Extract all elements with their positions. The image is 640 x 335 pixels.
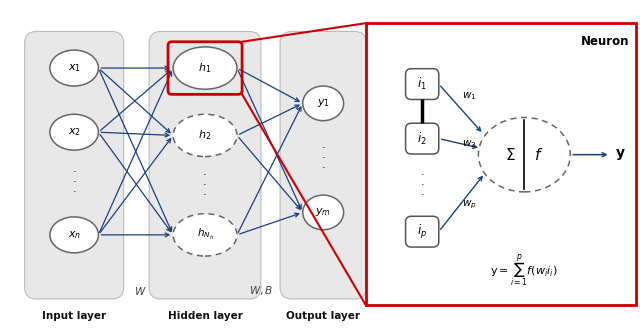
Text: $w_1$: $w_1$	[462, 90, 476, 102]
Ellipse shape	[50, 114, 99, 150]
Text: $\boldsymbol{i_1}$: $\boldsymbol{i_1}$	[417, 76, 427, 92]
FancyBboxPatch shape	[406, 216, 439, 247]
Text: ·
·
·: · · ·	[204, 171, 207, 200]
Text: $f$: $f$	[534, 147, 543, 163]
Ellipse shape	[478, 118, 570, 192]
FancyBboxPatch shape	[406, 69, 439, 99]
Text: ·
·
·: · · ·	[72, 167, 76, 197]
Text: $\boldsymbol{h_2}$: $\boldsymbol{h_2}$	[198, 129, 212, 142]
Text: ·
·
·: · · ·	[420, 170, 424, 200]
Text: $w_p$: $w_p$	[462, 199, 477, 211]
Text: $\boldsymbol{x_1}$: $\boldsymbol{x_1}$	[68, 62, 81, 74]
Text: $w_2$: $w_2$	[462, 138, 476, 150]
Text: $\boldsymbol{x_2}$: $\boldsymbol{x_2}$	[68, 126, 81, 138]
FancyBboxPatch shape	[406, 123, 439, 154]
Ellipse shape	[50, 50, 99, 86]
Text: $W$: $W$	[134, 285, 146, 297]
FancyBboxPatch shape	[280, 31, 366, 299]
Ellipse shape	[173, 47, 237, 89]
Text: Output layer: Output layer	[286, 311, 360, 321]
Text: $\boldsymbol{h_{N_h}}$: $\boldsymbol{h_{N_h}}$	[196, 227, 214, 243]
Text: $W, B$: $W, B$	[249, 284, 273, 297]
FancyBboxPatch shape	[25, 31, 124, 299]
Ellipse shape	[173, 114, 237, 156]
Text: $\boldsymbol{x_n}$: $\boldsymbol{x_n}$	[67, 229, 81, 241]
Text: $\boldsymbol{h_1}$: $\boldsymbol{h_1}$	[198, 61, 212, 75]
Text: $\boldsymbol{y_m}$: $\boldsymbol{y_m}$	[316, 206, 331, 218]
Text: Hidden layer: Hidden layer	[168, 311, 243, 321]
Ellipse shape	[173, 214, 237, 256]
Text: $\boldsymbol{i_p}$: $\boldsymbol{i_p}$	[417, 223, 428, 241]
Ellipse shape	[303, 195, 344, 230]
Text: $\mathbf{y}$: $\mathbf{y}$	[615, 147, 626, 162]
Text: $\boldsymbol{i_2}$: $\boldsymbol{i_2}$	[417, 131, 427, 147]
Text: $\Sigma$: $\Sigma$	[505, 147, 516, 163]
Text: Neuron: Neuron	[581, 35, 630, 48]
FancyBboxPatch shape	[366, 23, 636, 306]
Ellipse shape	[303, 86, 344, 121]
FancyBboxPatch shape	[149, 31, 261, 299]
Text: Input layer: Input layer	[42, 311, 106, 321]
Ellipse shape	[50, 217, 99, 253]
Text: ·
·
·: · · ·	[321, 143, 325, 173]
Text: $\boldsymbol{y_1}$: $\boldsymbol{y_1}$	[317, 97, 330, 109]
Text: $\mathrm{y} = \sum_{i=1}^{p} f(w_i i_i)$: $\mathrm{y} = \sum_{i=1}^{p} f(w_i i_i)$	[490, 252, 558, 288]
